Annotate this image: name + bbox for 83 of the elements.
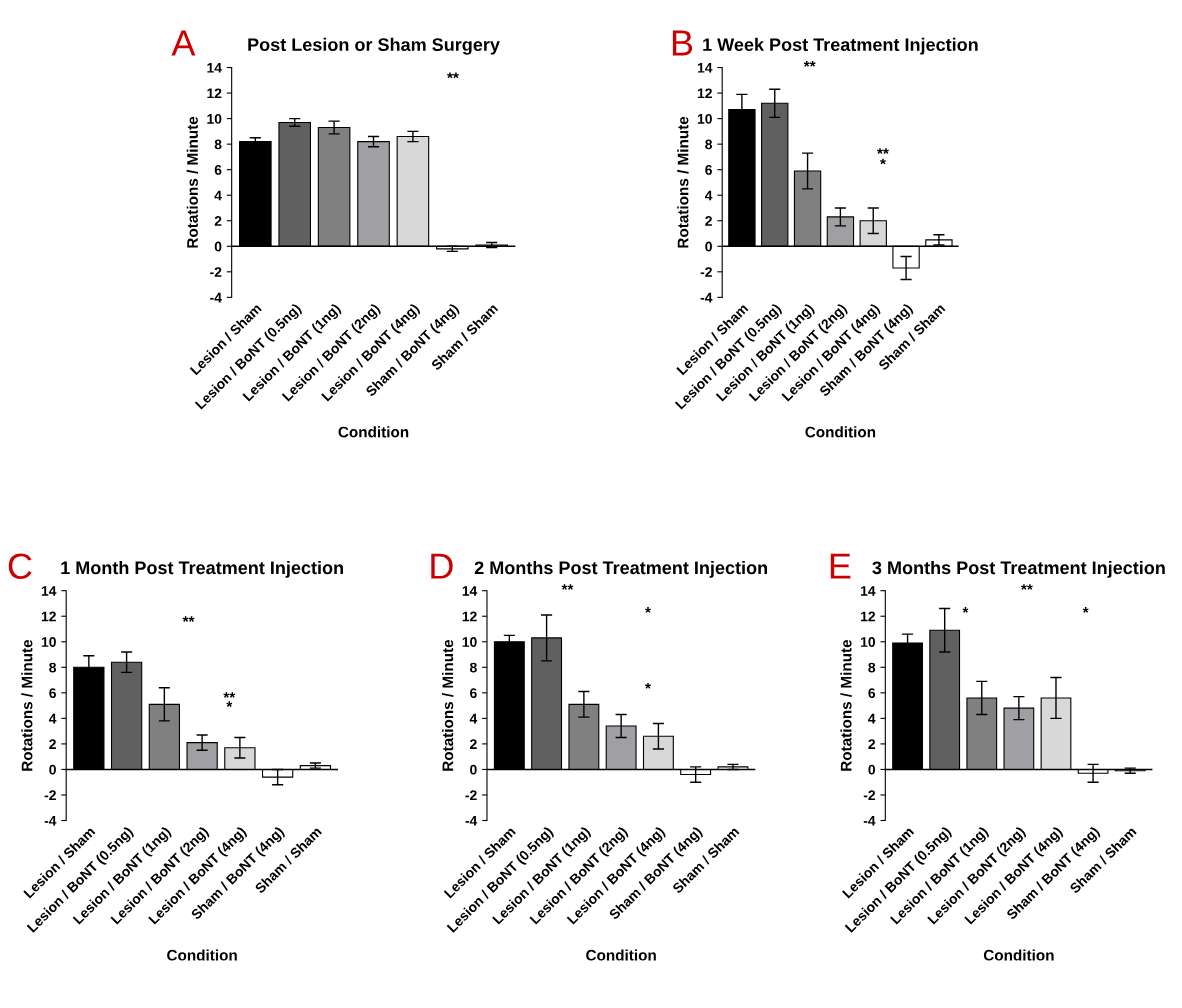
y-tick-label: 12 (861, 611, 876, 622)
y-tick-label: 8 (705, 139, 713, 150)
text: C (8, 553, 32, 579)
chart-title: 1 Week Post Treatment Injection (703, 37, 978, 55)
y-axis-title: Rotations / Minute (677, 116, 689, 248)
y-tick-label: 14 (861, 586, 876, 596)
y-tick-label: -2 (44, 790, 56, 801)
annotation: ** (447, 72, 459, 79)
y-axis-title: Rotations / Minute (442, 639, 454, 771)
y-tick-label: 10 (41, 637, 56, 647)
annotation: * (880, 158, 886, 165)
y-tick-label: -4 (210, 292, 222, 303)
text: D (431, 553, 453, 579)
y-tick-label: 2 (49, 739, 56, 749)
y-tick-label: -2 (210, 267, 222, 277)
y-tick-label: 0 (470, 764, 477, 775)
y-tick-label: 14 (697, 63, 713, 73)
y-tick-label: 8 (214, 139, 222, 150)
x-axis-title: Condition (586, 949, 656, 961)
text: A (171, 30, 196, 56)
y-tick-label: 10 (462, 637, 477, 647)
y-tick-label: 12 (462, 611, 477, 622)
y-tick-label: 6 (470, 688, 477, 698)
y-tick-label: 6 (49, 688, 56, 698)
y-tick-label: 14 (462, 586, 478, 596)
text: ** (1021, 584, 1033, 590)
chart-title: 3 Months Post Treatment Injection (872, 560, 1165, 578)
annotation: * (962, 607, 969, 613)
y-tick-label: 10 (861, 637, 876, 647)
y-tick-label: 12 (697, 88, 712, 99)
x-axis-title: Condition (805, 426, 876, 438)
y-axis-title: Rotations / Minute (186, 116, 199, 248)
text: ** (803, 60, 816, 67)
y-tick-label: 8 (49, 662, 57, 673)
y-tick-label: 4 (704, 190, 713, 201)
annotation: * (1082, 607, 1089, 613)
x-axis-title: Condition (167, 949, 237, 961)
y-tick-label: 0 (49, 764, 56, 775)
annotation: ** (223, 692, 236, 698)
annotation: * (645, 607, 651, 613)
y-tick-label: 12 (207, 88, 222, 99)
y-tick-label: 10 (207, 113, 222, 124)
text: B (672, 30, 693, 56)
y-tick-label: -2 (700, 267, 712, 277)
y-tick-label: 4 (214, 190, 222, 201)
y-tick-label: 6 (705, 165, 712, 175)
y-tick-label: 14 (41, 586, 57, 596)
y-tick-label: -4 (700, 292, 713, 303)
y-tick-label: 12 (41, 611, 56, 622)
chart-title: 1 Month Post Treatment Injection (61, 560, 343, 578)
y-tick-label: 2 (470, 739, 477, 749)
annotation: * (226, 701, 233, 708)
text: ** (561, 584, 574, 590)
y-tick-label: -4 (465, 815, 478, 826)
annotation: ** (877, 148, 889, 154)
y-tick-label: 10 (697, 113, 712, 124)
x-axis-title: Condition (338, 426, 409, 438)
y-tick-label: 4 (868, 713, 876, 724)
y-tick-label: -4 (863, 815, 876, 826)
y-tick-label: 2 (214, 216, 222, 226)
y-tick-label: -4 (44, 815, 57, 826)
y-tick-label: 0 (214, 241, 222, 252)
chart-title: Post Lesion or Sham Surgery (248, 37, 500, 55)
y-tick-label: 8 (868, 662, 876, 673)
y-tick-label: 2 (868, 739, 876, 749)
y-tick-label: 2 (705, 216, 712, 226)
y-tick-label: 4 (48, 713, 57, 724)
y-tick-label: 4 (469, 713, 478, 724)
text: E (830, 553, 851, 579)
y-tick-label: 0 (868, 764, 876, 775)
y-tick-label: 14 (207, 63, 222, 73)
annotation: * (645, 682, 651, 689)
y-tick-label: 6 (868, 688, 876, 698)
annotation: ** (182, 616, 195, 622)
x-axis-title: Condition (983, 949, 1054, 961)
y-tick-label: -2 (465, 790, 477, 801)
y-tick-label: 8 (469, 662, 477, 673)
y-axis-title: Rotations / Minute (840, 639, 852, 771)
y-tick-label: 0 (705, 241, 712, 252)
y-tick-label: 6 (214, 165, 222, 175)
y-axis-title: Rotations / Minute (21, 639, 33, 771)
chart-title: 2 Months Post Treatment Injection (474, 560, 768, 578)
y-tick-label: -2 (863, 790, 876, 801)
